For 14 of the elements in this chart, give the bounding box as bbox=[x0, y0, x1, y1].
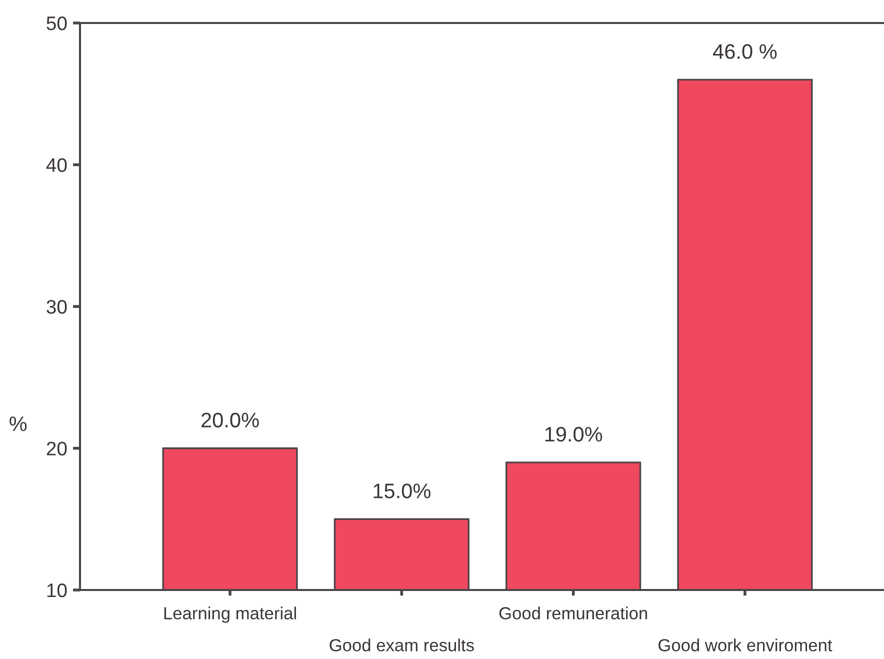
x-tick-label: Learning material bbox=[164, 606, 296, 623]
data-label: 19.0% bbox=[545, 426, 602, 442]
data-label: 15.0% bbox=[374, 484, 430, 498]
y-tick-label: 20 bbox=[46, 442, 67, 456]
y-tick-label: 30 bbox=[46, 300, 67, 314]
x-tick-label: Good exam results bbox=[330, 638, 474, 652]
data-label: 20.0% bbox=[202, 412, 259, 428]
y-tick-label: 10 bbox=[47, 583, 67, 598]
data-label: 46.0 % bbox=[713, 44, 777, 59]
y-tick-label: 50 bbox=[46, 16, 67, 30]
x-tick-label: Good remuneration bbox=[499, 606, 647, 620]
y-tick-label: 40 bbox=[46, 158, 67, 172]
y-axis-title: % bbox=[10, 416, 27, 432]
x-tick-label: Good work enviroment bbox=[658, 638, 832, 652]
